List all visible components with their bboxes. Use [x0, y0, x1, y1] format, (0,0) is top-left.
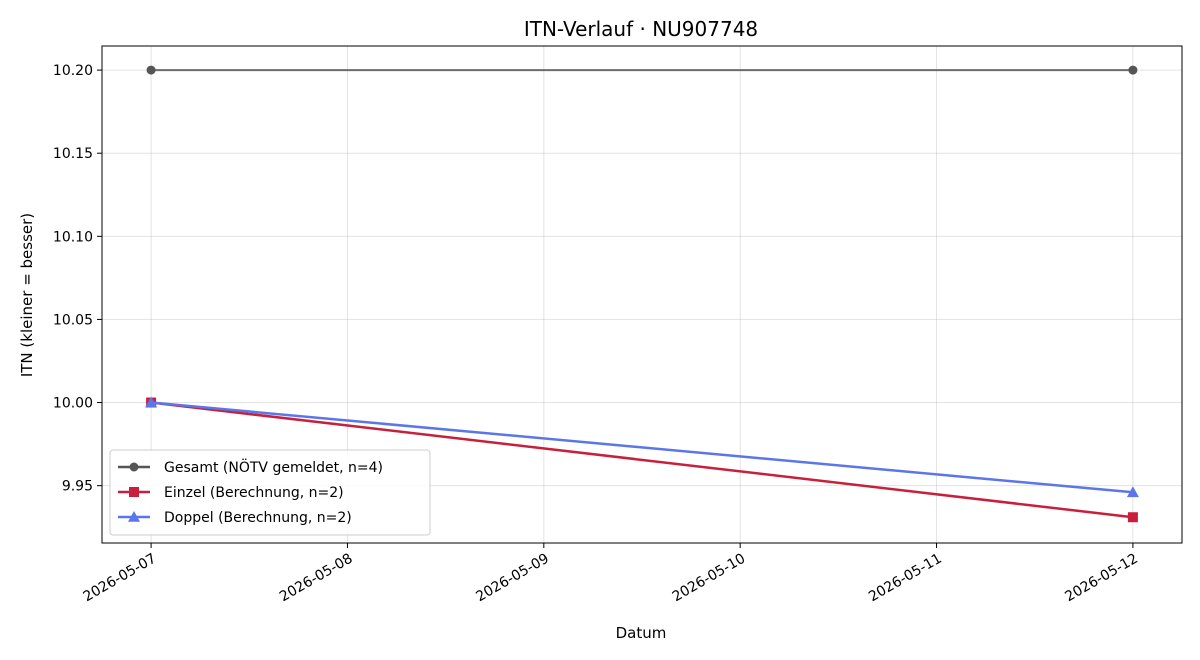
legend-label: Gesamt (NÖTV gemeldet, n=4): [164, 458, 383, 476]
x-axis-label: Datum: [616, 624, 667, 642]
y-axis-label: ITN (kleiner = besser): [18, 213, 36, 377]
legend-box: [109, 449, 431, 536]
plot-area-frame: [101, 45, 1183, 544]
series-layer: [145, 65, 1139, 523]
series-line: [150, 401, 1134, 494]
legend-label: Doppel (Berechnung, n=2): [164, 510, 352, 526]
legend-item: Gesamt (NÖTV gemeldet, n=4): [118, 458, 383, 476]
legend-item: Doppel (Berechnung, n=2): [118, 510, 352, 526]
data-point: [146, 65, 156, 75]
data-point: [1127, 512, 1138, 523]
y-tick-label: 9.95: [62, 479, 93, 495]
legend-swatch-marker: [129, 487, 139, 497]
x-tick-label: 2026-05-11: [866, 551, 944, 606]
data-point: [1128, 65, 1138, 75]
x-tick-label: 2026-05-09: [473, 551, 551, 606]
chart-title: ITN-Verlauf · NU907748: [524, 17, 758, 41]
data-point: [145, 396, 158, 408]
y-tick-label: 10.10: [53, 229, 93, 245]
legend: Gesamt (NÖTV gemeldet, n=4) Einzel (Berec…: [109, 449, 431, 536]
y-tick-label: 10.20: [53, 63, 93, 79]
y-tick-label: 10.00: [53, 396, 93, 412]
y-tick-label: 10.05: [53, 312, 93, 328]
legend-label: Einzel (Berechnung, n=2): [164, 485, 344, 501]
x-tick-label: 2026-05-08: [277, 551, 355, 606]
x-axis-ticks: 2026-05-07 2026-05-08 2026-05-09 2026-05-10…: [81, 543, 1141, 605]
x-tick-label: 2026-05-10: [670, 551, 748, 606]
x-tick-label: 2026-05-12: [1062, 551, 1140, 606]
legend-item: Einzel (Berechnung, n=2): [118, 485, 344, 501]
x-tick-label: 2026-05-07: [81, 551, 159, 606]
series-2: [145, 396, 1139, 498]
y-tick-label: 10.15: [53, 146, 93, 162]
legend-swatch-marker: [129, 462, 139, 472]
data-point: [1126, 486, 1139, 498]
series-line: [150, 401, 1134, 519]
y-axis-ticks: 9.95 10.00 10.05 10.10 10.15 10.20: [53, 63, 102, 495]
legend-swatch-marker: [128, 511, 140, 522]
series-0: [146, 65, 1138, 75]
